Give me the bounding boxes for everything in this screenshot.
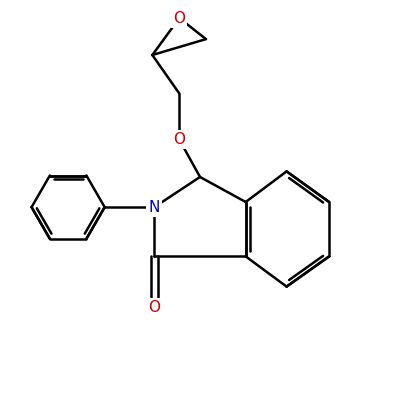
Text: O: O [148, 300, 160, 315]
Text: O: O [173, 132, 185, 147]
Text: O: O [173, 10, 185, 26]
Text: N: N [149, 200, 160, 215]
